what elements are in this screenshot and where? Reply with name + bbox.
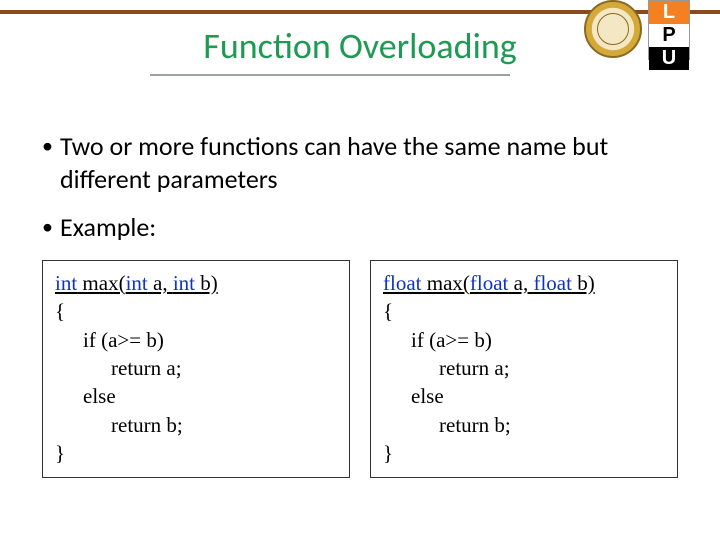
bullet-dot-icon: • (42, 211, 60, 243)
code-line: return b; (383, 411, 665, 439)
slide-title: Function Overloading (0, 24, 720, 68)
title-underline (150, 74, 510, 76)
code-line: return a; (55, 354, 337, 382)
code-line: { (55, 297, 337, 325)
code-box-float: float max(float a, float b) { if (a>= b)… (370, 260, 678, 478)
slide: L P U Function Overloading • Two or more… (0, 0, 720, 540)
code-line: if (a>= b) (55, 326, 337, 354)
bullet-text: Two or more functions can have the same … (60, 130, 678, 195)
code-line: if (a>= b) (383, 326, 665, 354)
sig-part: max( (77, 271, 125, 295)
code-line: } (383, 439, 665, 467)
code-examples-row: int max(int a, int b) { if (a>= b) retur… (42, 260, 678, 478)
code-line: return b; (55, 411, 337, 439)
sig-part: a, (508, 271, 533, 295)
keyword: int (55, 271, 77, 295)
sig-part: b) (572, 271, 595, 295)
code-line: } (55, 439, 337, 467)
bullet-dot-icon: • (42, 130, 60, 162)
keyword: float (383, 271, 421, 295)
code-line: { (383, 297, 665, 325)
keyword: float (470, 271, 508, 295)
sig-part: max( (421, 271, 469, 295)
code-box-int: int max(int a, int b) { if (a>= b) retur… (42, 260, 350, 478)
sig-part: b) (195, 271, 218, 295)
code-line: return a; (383, 354, 665, 382)
keyword: int (173, 271, 195, 295)
code-line-signature: float max(float a, float b) (383, 269, 665, 297)
body-content: • Two or more functions can have the sam… (42, 130, 678, 260)
code-line-signature: int max(int a, int b) (55, 269, 337, 297)
keyword: float (533, 271, 571, 295)
lpu-letter-l: L (649, 1, 689, 24)
sig-part: a, (148, 271, 173, 295)
bullet-item: • Example: (42, 211, 678, 244)
keyword: int (126, 271, 148, 295)
bullet-item: • Two or more functions can have the sam… (42, 130, 678, 195)
bullet-text: Example: (60, 211, 156, 244)
code-line: else (55, 382, 337, 410)
code-line: else (383, 382, 665, 410)
